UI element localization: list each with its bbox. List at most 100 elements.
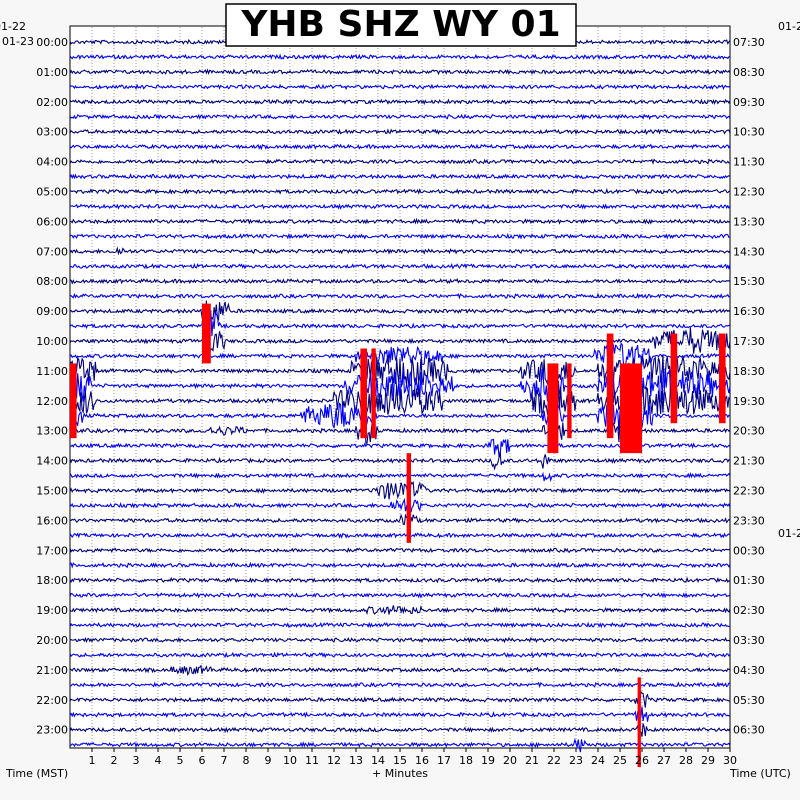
x-tick-label: 9 [265, 754, 272, 767]
left-hour-label: 07:00 [36, 245, 68, 258]
x-tick-label: 12 [327, 754, 341, 767]
trace-row [69, 621, 731, 629]
trace-row [69, 203, 731, 210]
title-box [225, 3, 577, 47]
right-hour-label: 07:30 [733, 36, 765, 49]
left-hour-label: 04:00 [36, 156, 68, 169]
right-hour-label: 14:30 [733, 245, 765, 258]
x-tick-label: 3 [133, 754, 140, 767]
trace-row [69, 690, 731, 708]
x-tick-label: 30 [723, 754, 737, 767]
left-hour-label: 21:00 [36, 664, 68, 677]
trace-row [69, 532, 731, 539]
x-tick-label: 8 [243, 754, 250, 767]
x-axis-label: + Minutes [372, 767, 428, 780]
trace-row [69, 592, 731, 599]
x-tick-label: 26 [635, 754, 649, 767]
right-time-axis: 07:30 08:30 09:30 10:30 11:30 12:30 13:30 14:30… [733, 36, 765, 737]
right-hour-label: 19:30 [733, 395, 765, 408]
left-hour-label: 14:00 [36, 455, 68, 468]
trace-row [69, 128, 731, 135]
trace-row [70, 277, 731, 285]
trace-row [69, 262, 731, 270]
right-hour-label: 20:30 [733, 425, 765, 438]
right-hour-label: 23:30 [733, 514, 765, 527]
clipped-segment [371, 348, 376, 439]
trace-row [69, 681, 731, 689]
right-hour-label: 11:30 [733, 156, 765, 169]
x-tick-label: 6 [199, 754, 206, 767]
right-hour-label: 15:30 [733, 275, 765, 288]
right-hour-label: 06:30 [733, 724, 765, 737]
x-tick-label: 7 [221, 754, 228, 767]
clipped-segment [360, 348, 367, 439]
x-tick-label: 25 [613, 754, 627, 767]
right-hour-label: 16:30 [733, 305, 765, 318]
right-hour-label: 02:30 [733, 604, 765, 617]
x-tick-label: 18 [459, 754, 473, 767]
left-hour-label: 00:00 [36, 36, 68, 49]
left-hour-label: 16:00 [36, 514, 68, 527]
trace-row [69, 737, 731, 753]
clipped-segment [70, 363, 77, 439]
trace-row [69, 172, 731, 180]
trace-row [69, 471, 731, 483]
right-hour-label: 00:30 [733, 544, 765, 557]
trace-row [69, 576, 731, 584]
x-tick-label: 19 [481, 754, 495, 767]
trace-row [69, 143, 731, 151]
trace-row [69, 547, 731, 554]
trace-row [69, 113, 731, 121]
trace-row [69, 651, 731, 659]
left-hour-label: 17:00 [36, 544, 68, 557]
trace-row [69, 354, 731, 389]
trace-row [69, 310, 731, 337]
clipped-segment [719, 333, 726, 424]
trace-row [69, 53, 731, 61]
trace-row [69, 327, 731, 354]
left-hour-label: 15:00 [36, 485, 68, 498]
clipped-segment [547, 363, 559, 454]
left-hour-label: 23:00 [36, 724, 68, 737]
right-hour-label: 08:30 [733, 66, 765, 79]
x-tick-label: 1 [89, 754, 96, 767]
trace-row [69, 246, 731, 256]
x-tick-label: 23 [569, 754, 583, 767]
x-tick-label: 29 [701, 754, 715, 767]
right-hour-label: 18:30 [733, 365, 765, 378]
trace-row [69, 706, 731, 722]
x-tick-label: 5 [177, 754, 184, 767]
trace-row [69, 561, 731, 569]
trace-row [69, 342, 731, 371]
left-hour-label: 02:00 [36, 96, 68, 109]
left-hour-label: 12:00 [36, 395, 68, 408]
minute-axis: 1 2 3 4 5 6 7 8 9 10 11 12 13 14 15 16 17 18 19 20 21 22 23 24 2… [89, 748, 737, 767]
right-hour-label: 03:30 [733, 634, 765, 647]
trace-row [69, 605, 731, 616]
right-hour-label: 22:30 [733, 485, 765, 498]
right-hour-label: 13:30 [733, 215, 765, 228]
x-tick-label: 27 [657, 754, 671, 767]
x-tick-label: 16 [415, 754, 429, 767]
right-hour-label: 05:30 [733, 694, 765, 707]
trace-row [69, 480, 731, 500]
trace-row [69, 83, 731, 91]
x-tick-label: 21 [525, 754, 539, 767]
trace-row [69, 187, 731, 195]
left-hour-label: 05:00 [36, 186, 68, 199]
left-hour-label: 10:00 [36, 335, 68, 348]
trace-row [69, 292, 731, 300]
clipped-segment [637, 677, 641, 768]
x-tick-label: 17 [437, 754, 451, 767]
trace-row [69, 451, 731, 471]
left-axis-label: Time (MST) [5, 767, 68, 780]
left-hour-label: 22:00 [36, 694, 68, 707]
x-tick-label: 15 [393, 754, 407, 767]
clipped-segment [606, 333, 614, 439]
x-tick-label: 2 [111, 754, 118, 767]
x-tick-label: 20 [503, 754, 517, 767]
trace-row [69, 68, 731, 76]
right-hour-label: 10:30 [733, 126, 765, 139]
x-tick-label: 24 [591, 754, 605, 767]
